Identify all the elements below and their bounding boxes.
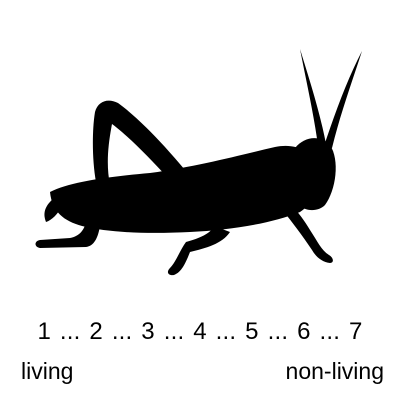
scale-separator: ... (215, 318, 237, 345)
scale-point-4: 4 (193, 318, 207, 345)
scale-separator: ... (59, 318, 81, 345)
scale-separator: ... (319, 318, 341, 345)
grasshopper-icon (35, 49, 362, 276)
grasshopper-tail (44, 198, 62, 222)
scale-point-2: 2 (89, 318, 103, 345)
scale-right-label: non-living (285, 358, 384, 384)
grasshopper-antenna-right (324, 51, 362, 148)
grasshopper-hind-tibia (35, 222, 100, 248)
scale-separator: ... (111, 318, 133, 345)
scale-left-label: living (21, 358, 74, 384)
rating-scale: 1 ... 2 ... 3 ... 4 ... 5 ... 6 ... 7 (0, 318, 400, 346)
scale-separator: ... (267, 318, 289, 345)
grasshopper-front-leg (284, 206, 333, 263)
grasshopper-hind-femur (92, 100, 185, 185)
grasshopper-middle-leg (167, 226, 230, 276)
grasshopper-antenna-left (300, 49, 326, 146)
scale-point-1: 1 (37, 318, 52, 345)
scale-point-3: 3 (141, 318, 155, 345)
scale-point-6: 6 (297, 318, 311, 345)
grasshopper-body (50, 145, 320, 233)
scale-point-5: 5 (245, 318, 259, 345)
scale-separator: ... (163, 318, 185, 345)
scale-point-7: 7 (348, 318, 363, 345)
